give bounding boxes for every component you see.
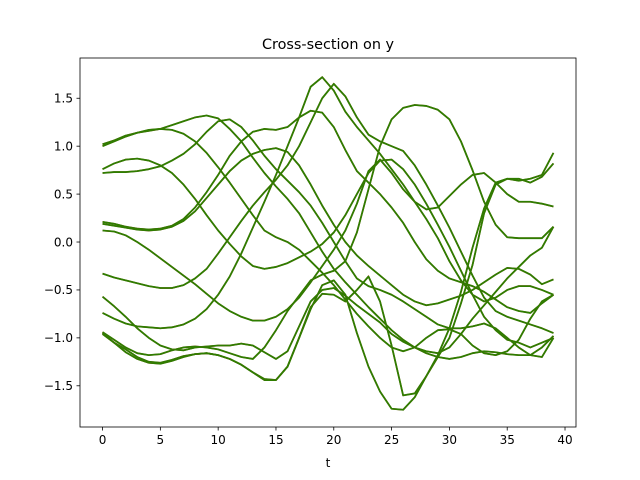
y-axis: −1.5 −1.0 −0.5 0.0 0.5 1.0 1.5 [44, 92, 80, 393]
y-tick-label: −0.5 [44, 283, 73, 297]
y-tick-label: −1.0 [44, 331, 73, 345]
x-tick-label: 20 [326, 433, 341, 447]
series-10-line [102, 76, 554, 330]
series-13-line [101, 152, 555, 411]
series-5-line [102, 109, 554, 314]
chart-title: Cross-section on y [262, 37, 395, 53]
plot-area [101, 76, 555, 411]
x-tick-label: 10 [211, 433, 226, 447]
series-2-line [102, 128, 554, 357]
series-7-line [102, 158, 554, 322]
x-axis: 0 5 10 15 20 25 30 35 40 [99, 427, 573, 447]
x-tick-label: 35 [500, 433, 515, 447]
series-8-line [102, 82, 554, 334]
x-tick-label: 15 [268, 433, 283, 447]
x-tick-label: 25 [384, 433, 399, 447]
y-tick-label: 1.0 [54, 139, 73, 153]
y-tick-label: 1.5 [54, 92, 73, 106]
x-tick-label: 40 [557, 433, 572, 447]
series-1-line [102, 114, 555, 360]
x-tick-label: 30 [442, 433, 457, 447]
series-12-line [102, 162, 555, 397]
series-2-underline [102, 128, 554, 356]
axes-frame [79, 57, 577, 428]
x-axis-label: t [326, 456, 331, 470]
x-tick-label: 0 [99, 433, 107, 447]
series-4-line [102, 118, 555, 358]
series-9-line [101, 226, 555, 360]
y-tick-label: −1.5 [44, 379, 73, 393]
series-11-line [102, 104, 555, 360]
y-tick-label: 0.0 [54, 235, 73, 249]
y-tick-label: 0.5 [54, 187, 73, 201]
series-7-underline [102, 158, 554, 322]
series-3-line [102, 157, 554, 349]
x-tick-label: 5 [157, 433, 165, 447]
